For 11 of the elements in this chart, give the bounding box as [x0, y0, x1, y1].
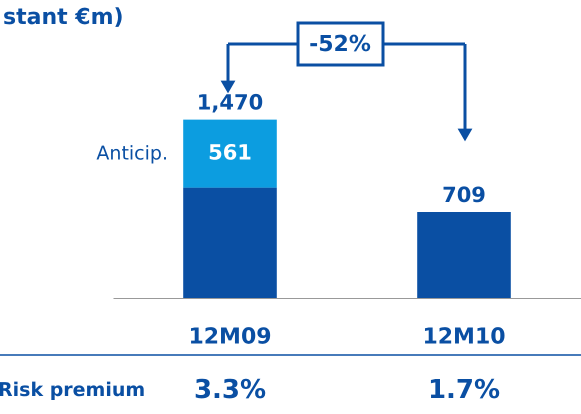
text: -52%	[309, 32, 371, 57]
text: Risk premium	[0, 379, 146, 401]
total-label: 709	[442, 182, 486, 207]
series-label: Anticip.	[96, 142, 168, 165]
text: 1.7%	[428, 375, 500, 405]
chart-title: stant €m)	[3, 5, 124, 30]
x-tick-label: 12M10	[422, 324, 506, 350]
x-tick-label: 12M09	[188, 324, 272, 350]
total-label: 1,470	[196, 90, 264, 115]
data-label: 561	[208, 140, 252, 165]
text: 3.3%	[194, 375, 266, 405]
